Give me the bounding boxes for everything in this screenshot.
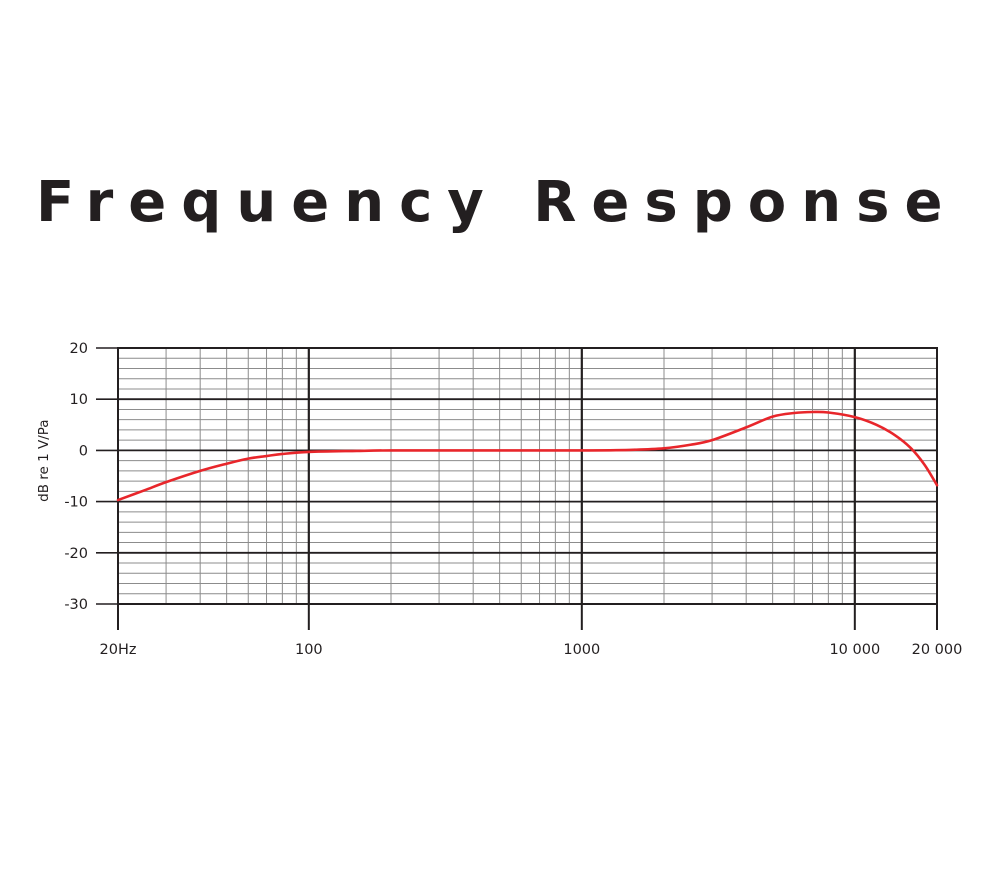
- y-tick-label: 0: [79, 443, 88, 459]
- y-tick-label: -20: [64, 546, 88, 562]
- chart-title: Frequency Response: [36, 170, 957, 235]
- x-tick-label: 100: [295, 642, 323, 658]
- x-tick-label: 10 000: [829, 642, 880, 658]
- y-tick-label: 20: [70, 341, 88, 357]
- x-tick-label: 20Hz: [100, 642, 137, 658]
- series-line: [116, 410, 939, 502]
- plot-frame: [117, 347, 938, 605]
- y-tick-label: -10: [64, 495, 88, 511]
- x-tick-label: 20 000: [912, 642, 963, 658]
- series-layer: [116, 410, 939, 502]
- x-tick-label: 1000: [563, 642, 600, 658]
- y-axis-label: dB re 1 V/Pa: [36, 419, 52, 501]
- grid-major-lines: [117, 347, 938, 605]
- y-tick-label: 10: [70, 392, 88, 408]
- y-tick-label: -30: [64, 597, 88, 613]
- grid-minor-lines: [117, 348, 938, 604]
- tick-marks: [96, 347, 938, 630]
